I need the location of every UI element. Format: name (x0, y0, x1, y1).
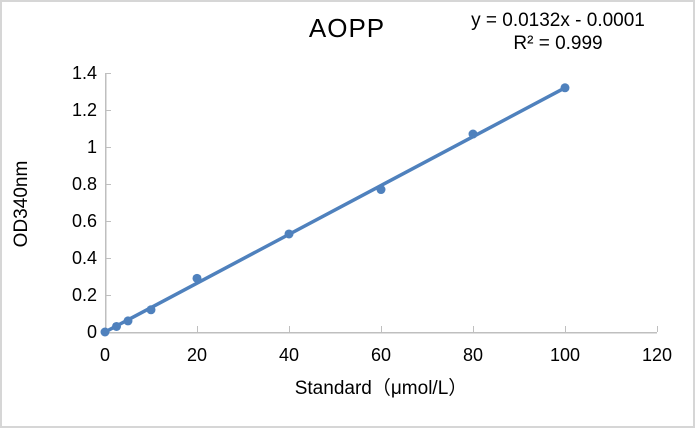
data-point (468, 129, 478, 139)
trendline (103, 86, 567, 334)
x-tick-label: 0 (100, 345, 110, 365)
y-tick-label: 0 (87, 322, 97, 342)
x-tick-label: 60 (371, 345, 391, 365)
x-tick-label: 20 (187, 345, 207, 365)
x-tick-label: 120 (642, 345, 672, 365)
y-axis-title: OD340nm (11, 160, 32, 248)
y-tick-label: 0.6 (72, 211, 97, 231)
data-point (146, 305, 156, 315)
data-point (192, 273, 202, 283)
y-tick-label: 1.2 (72, 100, 97, 120)
trendline-equation: y = 0.0132x - 0.0001 (471, 10, 645, 31)
data-point (123, 316, 133, 326)
y-tick-label: 0.8 (72, 174, 97, 194)
x-tick-label: 100 (550, 345, 580, 365)
x-tick-label: 40 (279, 345, 299, 365)
data-point (100, 327, 110, 337)
r-squared-label: R² = 0.999 (513, 33, 603, 54)
x-axis-title: Standard（μmol/L） (294, 378, 468, 399)
data-point (284, 229, 294, 239)
y-tick-label: 1 (87, 137, 97, 157)
trendline-label: y = 0.0132x - 0.0001 R² = 0.999 (448, 9, 668, 55)
data-point (376, 185, 386, 195)
y-tick-label: 0.4 (72, 248, 97, 268)
data-point (112, 321, 121, 331)
data-point (560, 83, 570, 93)
chart-title: AOPP (308, 13, 386, 43)
x-tick-label: 80 (463, 345, 483, 365)
y-tick-label: 1.4 (72, 63, 97, 83)
y-tick-label: 0.2 (72, 285, 97, 305)
